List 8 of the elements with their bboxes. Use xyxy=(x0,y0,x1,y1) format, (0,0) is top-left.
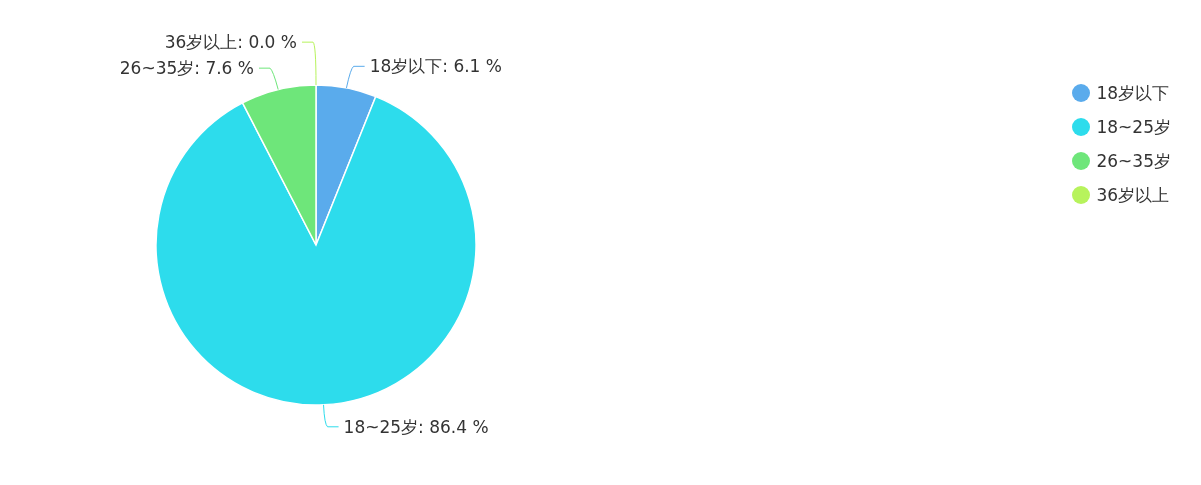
text: 36岁以上: 0.0 % xyxy=(164,32,297,53)
data-label: 18岁以下: 6.1 % xyxy=(369,56,502,77)
legend-label: 18~25岁 xyxy=(1096,115,1171,139)
data-label: 26~35岁: 7.6 % xyxy=(119,58,254,79)
legend-label: 36岁以上 xyxy=(1096,183,1170,207)
legend-label: 18岁以下 xyxy=(1096,81,1170,105)
data-label: 18~25岁: 86.4 % xyxy=(343,416,489,437)
legend-label: 26~35岁 xyxy=(1096,149,1171,173)
